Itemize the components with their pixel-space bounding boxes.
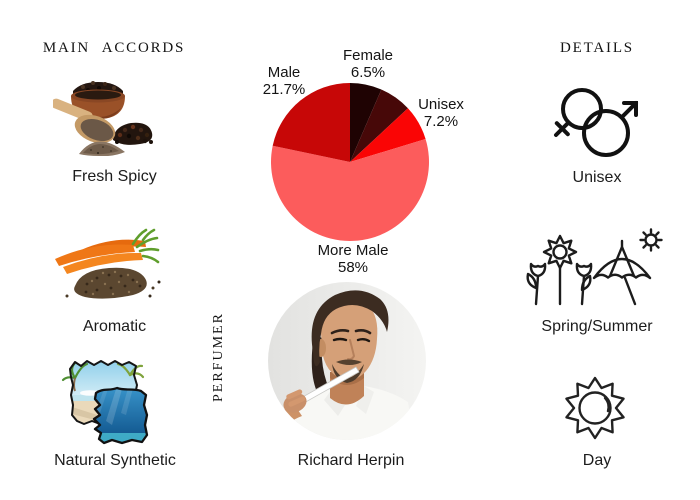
pie-label-male-name: Male: [267, 64, 301, 81]
accord-label-fresh-spicy: Fresh Spicy: [72, 168, 157, 185]
beach-water-collage-photo: [61, 360, 149, 445]
black-pepper-bowl-photo: [53, 81, 153, 156]
carrots-and-seeds-photo: [55, 228, 161, 299]
pie-slice-more-male: [271, 139, 429, 241]
pie-label-more-male-pct: 58%: [337, 258, 369, 276]
pie-slice-female: [350, 83, 382, 162]
pie-slice-unlabeled-1: [350, 89, 408, 162]
pie-label-female-name: Female: [342, 47, 394, 64]
details-heading: DETAILS: [560, 40, 634, 56]
spring-summer-icon: [526, 228, 663, 306]
pie-label-unisex-pct: 7.2%: [423, 112, 459, 130]
pie-label-male: Male 21.7%: [250, 64, 318, 99]
detail-icon-gender: [550, 84, 640, 164]
main-accords-heading: MAIN ACCORDS: [42, 40, 186, 56]
pie-label-more-male-name: More Male: [317, 242, 389, 259]
accord-label-aromatic: Aromatic: [82, 318, 147, 335]
accord-image-natural-synthetic: [58, 355, 154, 447]
detail-label-time-of-day: Day: [582, 452, 612, 469]
detail-icon-time-of-day: [561, 371, 629, 443]
detail-label-season: Spring/Summer: [541, 318, 653, 335]
pie-slice-unisex: [350, 108, 426, 162]
pie-label-unisex-name: Unisex: [418, 96, 464, 113]
day-sun-icon: [565, 376, 625, 440]
detail-icon-season: [524, 226, 664, 306]
perfumer-photo: [268, 282, 426, 440]
pie-label-male-pct: 21.7%: [262, 80, 306, 98]
pie-label-more-male: More Male 58%: [311, 242, 395, 277]
pie-slice-male: [272, 83, 350, 162]
man-smelling-scent-strip-photo: [268, 282, 426, 440]
accord-image-aromatic: [53, 226, 165, 304]
pie-label-female: Female 6.5%: [335, 47, 401, 82]
perfumer-name: Richard Herpin: [297, 452, 405, 469]
perfumer-heading: PERFUMER: [211, 312, 226, 402]
accord-image-fresh-spicy: [53, 74, 155, 156]
unisex-gender-icon: [554, 88, 638, 157]
accord-label-natural-synthetic: Natural Synthetic: [54, 452, 176, 469]
pie-label-unisex: Unisex 7.2%: [407, 96, 475, 131]
pie-label-female-pct: 6.5%: [350, 63, 386, 81]
detail-label-gender: Unisex: [572, 169, 622, 186]
gender-votes-pie-chart: [271, 83, 429, 241]
